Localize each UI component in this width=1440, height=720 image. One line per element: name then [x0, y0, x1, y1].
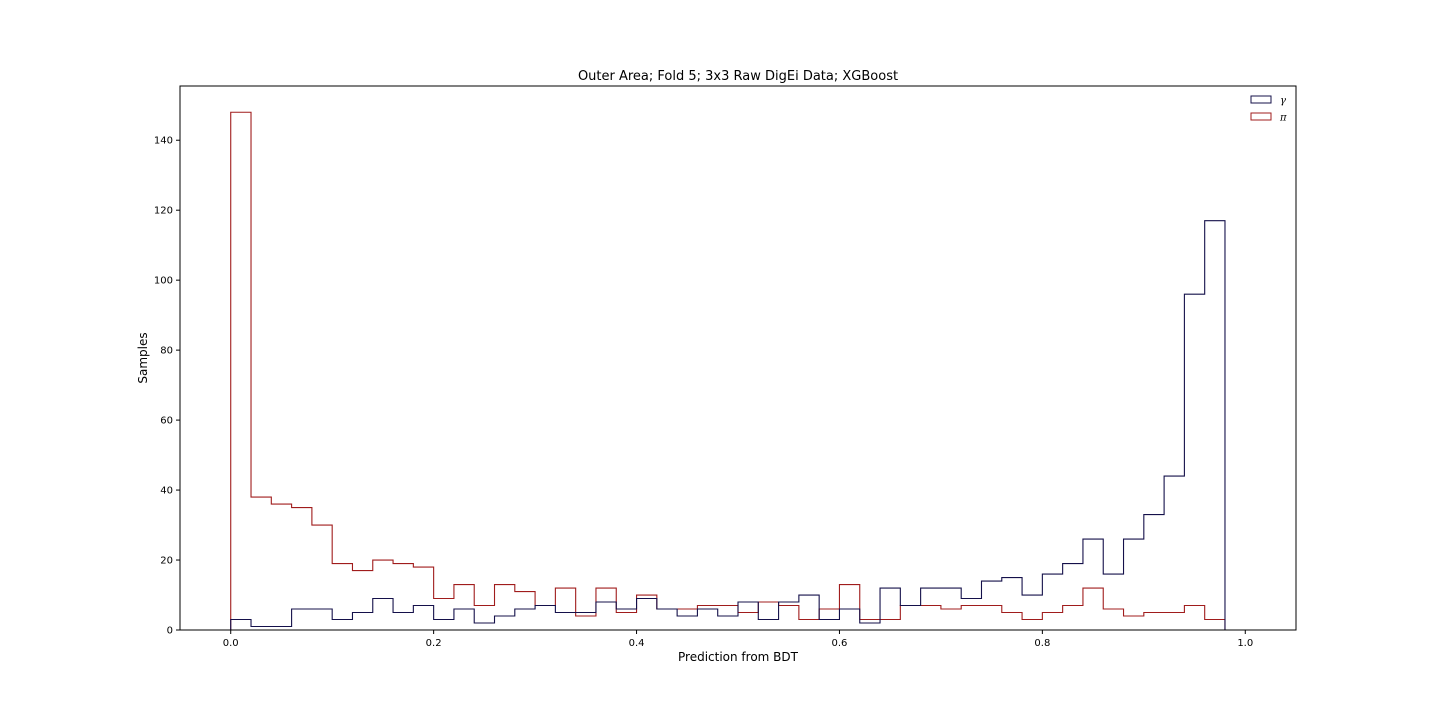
legend-label-pi: π — [1279, 113, 1287, 124]
y-tick-label: 0 — [167, 626, 173, 637]
x-tick-label: 0.6 — [832, 638, 848, 649]
y-axis-label: Samples — [136, 332, 150, 383]
series-pi-histogram — [230, 111, 1246, 631]
x-tick-label: 0.8 — [1034, 638, 1050, 649]
x-axis-label: Prediction from BDT — [678, 650, 799, 664]
x-tick-label: 0.2 — [426, 638, 442, 649]
y-tick-label: 100 — [154, 276, 173, 287]
plot-frame — [179, 85, 1297, 631]
y-tick-label: 20 — [160, 556, 173, 567]
legend-swatch-pi — [1250, 112, 1272, 121]
y-tick-label: 120 — [154, 206, 173, 217]
x-tick-label: 0.0 — [223, 638, 239, 649]
x-tick-label: 0.4 — [629, 638, 645, 649]
chart-title: Outer Area; Fold 5; 3x3 Raw DigEi Data; … — [578, 69, 898, 84]
x-axis: 0.0 0.2 0.4 0.6 0.8 1.0 — [223, 630, 1253, 649]
y-tick-label: 40 — [160, 486, 173, 497]
legend-label-gamma: γ — [1280, 96, 1286, 107]
y-tick-label: 140 — [154, 136, 173, 147]
y-tick-label: 80 — [160, 346, 173, 357]
plot-area — [230, 111, 1246, 631]
series-gamma-histogram — [230, 220, 1246, 631]
x-tick-label: 1.0 — [1237, 638, 1253, 649]
y-tick-label: 60 — [160, 416, 173, 427]
y-axis: 0 20 40 60 80 100 120 140 — [154, 136, 180, 637]
legend: γπ — [1250, 95, 1287, 124]
legend-swatch-gamma — [1250, 95, 1272, 104]
